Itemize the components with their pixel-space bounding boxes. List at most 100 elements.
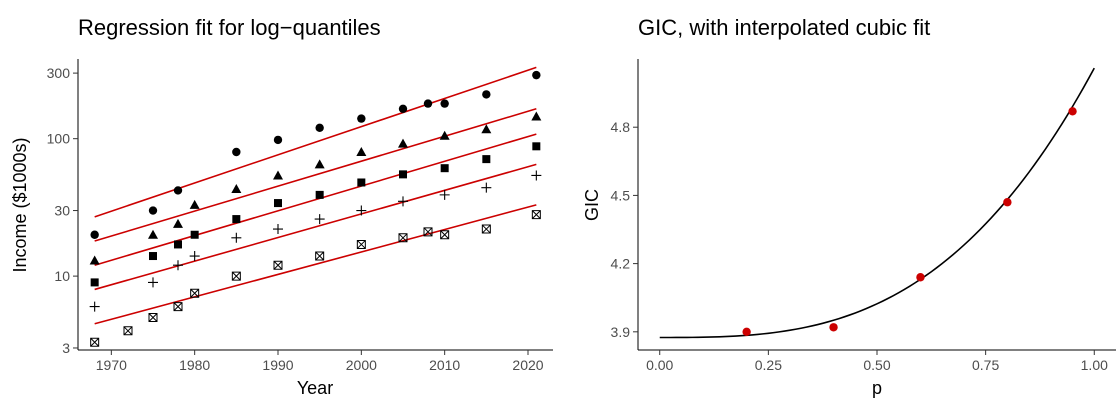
data-point: [173, 186, 183, 195]
x-tick-label: 0.50: [863, 357, 890, 373]
x-tick-label: 1970: [96, 357, 127, 373]
data-point: [357, 178, 366, 187]
right-x-ticks: 0.00 0.25 0.50 0.75 1.00: [646, 350, 1108, 373]
x-tick-label: 2020: [512, 357, 543, 373]
x-tick-label: 0.00: [646, 357, 673, 373]
series-3-square-points: [90, 142, 541, 287]
data-point: [439, 130, 450, 140]
left-chart-title: Regression fit for log−quantiles: [78, 15, 381, 40]
x-tick-label: 1990: [262, 357, 293, 373]
right-x-axis-title: p: [872, 378, 882, 398]
data-point: [399, 170, 407, 179]
data-point: [173, 218, 183, 228]
data-point: [481, 124, 492, 134]
y-tick-label: 3.9: [611, 324, 631, 340]
fit-line-3: [94, 133, 537, 267]
y-tick-label: 100: [47, 131, 71, 147]
right-chart-title: GIC, with interpolated cubic fit: [638, 15, 930, 40]
fit-line-2: [94, 108, 537, 242]
data-point: [190, 288, 200, 298]
data-point: [315, 123, 324, 132]
left-x-axis-title: Year: [297, 378, 333, 398]
data-point: [90, 230, 99, 239]
gic-point: [1068, 107, 1077, 116]
y-tick-label: 4.5: [611, 187, 631, 203]
data-point: [190, 230, 199, 239]
data-point: [173, 260, 183, 271]
left-data-points: [89, 70, 542, 347]
series-4-plus-points: [89, 170, 542, 312]
y-tick-label: 30: [54, 203, 70, 219]
right-y-ticks: 3.9 4.2 4.5 4.8: [611, 119, 638, 340]
data-point: [149, 252, 157, 261]
fit-line-4: [94, 163, 537, 291]
data-point: [173, 302, 183, 312]
left-fit-lines: [94, 66, 537, 325]
data-point: [398, 196, 408, 207]
data-point: [148, 312, 158, 322]
data-point: [440, 230, 450, 240]
data-point: [274, 199, 282, 208]
data-point: [232, 147, 241, 157]
data-point: [231, 184, 242, 194]
data-point: [531, 111, 542, 121]
data-point: [439, 189, 450, 200]
data-point: [231, 232, 242, 243]
y-tick-label: 10: [54, 268, 70, 284]
right-panel: GIC, with interpolated cubic fit 0.00 0.2…: [582, 15, 1116, 398]
data-point: [148, 277, 158, 288]
data-point: [531, 210, 541, 220]
gic-point: [916, 273, 925, 282]
data-point: [123, 326, 133, 336]
y-tick-label: 300: [47, 65, 71, 81]
data-point: [481, 182, 492, 193]
left-panel: Regression fit for log−quantiles 1970 198…: [10, 15, 553, 398]
series-2-triangle-points: [89, 111, 542, 265]
data-point: [189, 199, 200, 209]
x-tick-label: 1980: [179, 357, 210, 373]
data-point: [423, 227, 433, 237]
data-point: [273, 224, 283, 235]
data-point: [231, 271, 241, 281]
data-point: [90, 337, 100, 347]
y-tick-label: 4.2: [611, 256, 631, 272]
data-point: [315, 251, 325, 261]
data-point: [423, 99, 433, 108]
left-y-axis-title: Income ($1000s): [10, 137, 30, 272]
y-tick-label: 3: [62, 340, 70, 356]
data-point: [148, 229, 158, 239]
data-point: [440, 99, 449, 108]
data-point: [398, 233, 408, 243]
y-tick-label: 4.8: [611, 119, 631, 135]
data-point: [148, 206, 158, 215]
gic-point: [742, 327, 751, 337]
data-point: [356, 205, 367, 216]
data-point: [189, 251, 200, 262]
data-point: [532, 142, 541, 151]
data-point: [273, 135, 283, 145]
x-tick-label: 2010: [429, 357, 460, 373]
data-point: [89, 301, 100, 312]
data-point: [357, 114, 366, 123]
gic-point: [829, 323, 838, 332]
data-point: [273, 170, 283, 180]
data-point: [482, 90, 491, 99]
data-point: [532, 70, 541, 80]
data-point: [273, 260, 283, 270]
fit-line-5: [94, 204, 537, 325]
x-tick-label: 0.75: [972, 357, 999, 373]
data-point: [440, 164, 449, 173]
data-point: [398, 138, 408, 148]
right-data-points: [742, 107, 1077, 337]
data-point: [398, 104, 408, 113]
left-y-ticks: 3 10 30 100 300: [47, 65, 78, 356]
data-point: [174, 240, 182, 249]
x-tick-label: 2000: [346, 357, 377, 373]
data-point: [90, 278, 99, 287]
data-point: [314, 159, 325, 169]
data-point: [356, 239, 366, 249]
series-1-circle-points: [90, 70, 541, 239]
right-y-axis-title: GIC: [582, 189, 602, 221]
